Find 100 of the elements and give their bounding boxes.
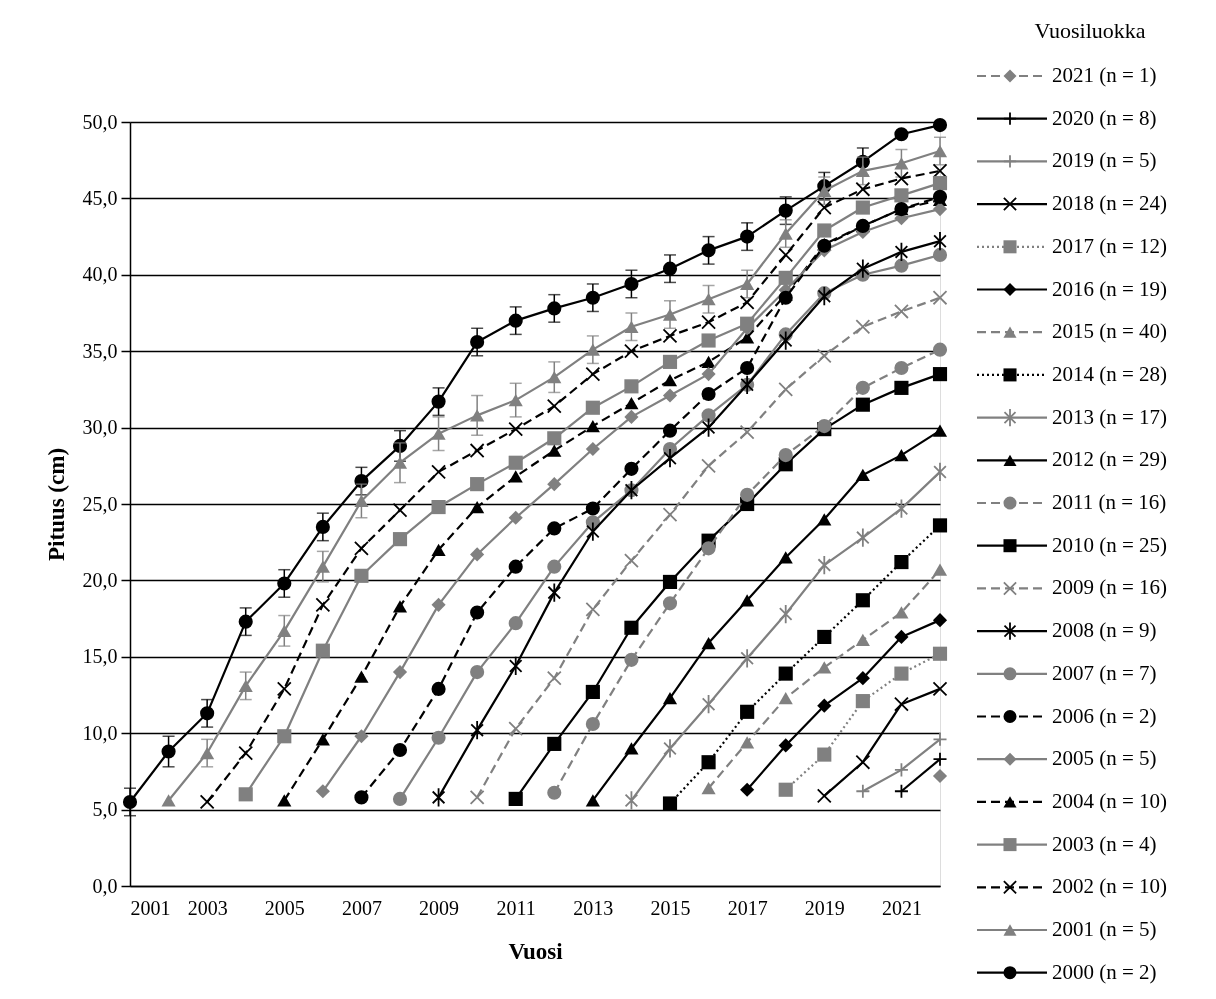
point	[932, 563, 948, 576]
point	[238, 787, 253, 802]
point	[701, 541, 716, 556]
point	[740, 704, 755, 719]
point	[199, 794, 215, 810]
legend-label: 2006 (n = 2)	[1052, 703, 1157, 728]
point	[624, 276, 639, 292]
legend-label: 2005 (n = 5)	[1052, 746, 1157, 771]
point	[778, 270, 793, 285]
point	[894, 762, 909, 778]
point	[778, 247, 794, 263]
legend-label: 2013 (n = 17)	[1052, 404, 1168, 429]
point	[701, 694, 716, 715]
point	[392, 456, 408, 469]
point	[508, 559, 523, 574]
y-tick-label: 5,0	[92, 798, 118, 821]
legend-label: 2000 (n = 2)	[1052, 959, 1157, 984]
point	[431, 787, 446, 808]
point	[932, 290, 948, 306]
point	[470, 547, 485, 562]
legend-label: 2009 (n = 16)	[1052, 575, 1168, 600]
point	[817, 698, 832, 713]
point	[470, 409, 485, 422]
point	[701, 293, 716, 306]
point	[894, 171, 909, 186]
point	[932, 176, 948, 191]
point	[894, 606, 909, 619]
point	[585, 602, 601, 617]
point	[585, 343, 600, 356]
legend-label: 2017 (n = 12)	[1052, 233, 1168, 258]
x-tick-label: 2021	[881, 896, 922, 919]
point	[431, 499, 446, 515]
point	[817, 629, 832, 645]
point	[932, 342, 948, 357]
y-tick-label: 0,0	[92, 874, 118, 897]
legend-label: 2014 (n = 28)	[1052, 361, 1168, 386]
point	[701, 243, 716, 258]
point	[508, 393, 523, 407]
point	[624, 742, 639, 755]
point	[701, 417, 716, 438]
point	[662, 507, 678, 523]
point	[932, 768, 948, 784]
point	[585, 290, 600, 305]
point	[354, 494, 369, 508]
point	[701, 314, 716, 330]
point	[547, 521, 562, 536]
y-tick-label: 30,0	[82, 416, 118, 439]
legend-label: 2011 (n = 16)	[1052, 490, 1167, 514]
point	[547, 431, 562, 446]
point	[585, 366, 601, 382]
point	[662, 423, 678, 438]
legend-label: 2018 (n = 24)	[1052, 191, 1168, 216]
point	[547, 785, 562, 800]
point	[855, 164, 870, 178]
point	[508, 470, 523, 483]
point	[431, 730, 446, 745]
point	[624, 379, 639, 394]
point	[778, 227, 793, 240]
legend-label: 2019 (n = 5)	[1052, 148, 1157, 173]
point	[778, 448, 793, 463]
point	[276, 681, 292, 697]
point	[546, 670, 562, 686]
point	[855, 633, 870, 647]
point	[740, 736, 755, 749]
point	[855, 754, 871, 770]
point	[739, 294, 755, 310]
point	[508, 455, 523, 470]
point	[932, 118, 948, 133]
point	[701, 636, 716, 650]
point	[932, 731, 948, 747]
point	[315, 643, 330, 658]
point	[585, 441, 600, 457]
point	[817, 286, 832, 307]
point	[894, 360, 909, 376]
point	[778, 381, 794, 397]
point	[855, 783, 871, 799]
point	[470, 665, 485, 680]
point	[585, 794, 600, 807]
point	[508, 616, 523, 631]
x-tick-label: 2001	[130, 896, 171, 919]
legend-label: 2015 (n = 40)	[1052, 319, 1168, 344]
point	[277, 624, 292, 637]
point	[354, 670, 369, 683]
legend-label: 2003 (n = 4)	[1052, 831, 1157, 856]
point	[932, 367, 948, 382]
point	[740, 594, 755, 607]
point	[354, 790, 369, 805]
point	[470, 334, 485, 350]
point	[662, 354, 678, 369]
point	[894, 629, 909, 645]
legend-label: 2012 (n = 29)	[1052, 447, 1168, 472]
point	[932, 681, 948, 697]
point	[740, 782, 755, 797]
legend-label: 2008 (n = 9)	[1052, 618, 1157, 643]
point	[894, 127, 909, 142]
point	[932, 144, 948, 158]
point	[894, 554, 909, 570]
y-tick-label: 50,0	[82, 110, 118, 133]
point	[778, 782, 793, 797]
point	[662, 574, 678, 589]
